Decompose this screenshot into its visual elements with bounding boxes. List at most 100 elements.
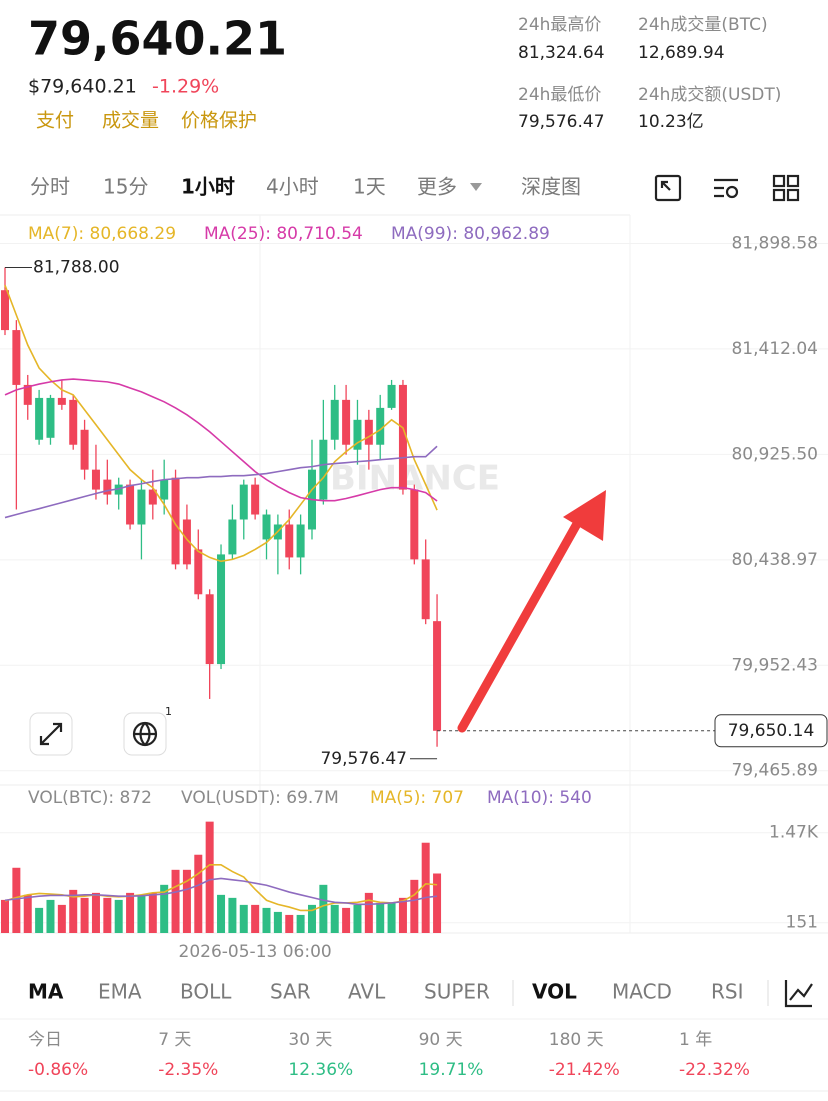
tab[interactable]: 更多 bbox=[417, 175, 457, 199]
period: 1 年 bbox=[679, 1030, 712, 1050]
candle-body bbox=[353, 419, 362, 450]
period-change: 12.36% bbox=[288, 1060, 353, 1080]
candle-body bbox=[46, 397, 55, 438]
candle-body bbox=[103, 479, 112, 495]
performance: 今日 -0.86% 7 天 -2.35% 30 天 12.36% 90 天 19.71% 180… bbox=[28, 1030, 750, 1080]
indicator-tab[interactable]: EMA bbox=[98, 980, 142, 1004]
indicator-tab[interactable]: MA bbox=[28, 980, 64, 1004]
ma-line bbox=[4, 284, 438, 563]
candle-body bbox=[137, 489, 146, 525]
icon-layout[interactable] bbox=[772, 174, 786, 188]
candle-body bbox=[410, 489, 419, 560]
legend-entry: VOL(BTC): 872 bbox=[28, 788, 152, 808]
volume-bar bbox=[410, 879, 419, 933]
volume-bar bbox=[1, 899, 9, 933]
volume-bar bbox=[387, 902, 396, 933]
volume-bar bbox=[364, 892, 373, 933]
low-label: 79,576.47 bbox=[320, 749, 407, 769]
candle-body bbox=[205, 594, 214, 665]
volume-bar bbox=[251, 904, 260, 933]
period: 30 天 bbox=[288, 1030, 332, 1050]
period-change: -22.32% bbox=[679, 1060, 750, 1080]
stat-value: 10.23亿 bbox=[638, 112, 704, 132]
last-price-box bbox=[714, 714, 828, 748]
icon-indicators[interactable] bbox=[784, 980, 813, 1008]
volume-bar bbox=[35, 907, 44, 933]
volume-bar bbox=[205, 821, 214, 933]
volume-bar bbox=[80, 897, 89, 933]
stat-label: 24h成交额(USDT) bbox=[638, 85, 781, 105]
volume-bar bbox=[285, 914, 294, 933]
tag[interactable]: 支付 bbox=[36, 110, 74, 132]
sub-price: $79,640.21 bbox=[28, 76, 137, 98]
tab[interactable]: 分时 bbox=[30, 175, 70, 199]
indicator-tab[interactable]: MACD bbox=[612, 980, 672, 1004]
candle-body bbox=[421, 559, 430, 620]
tab[interactable]: 1小时 bbox=[181, 175, 235, 199]
icon-part bbox=[134, 722, 156, 746]
candle-body bbox=[387, 384, 396, 408]
volume-bar bbox=[307, 904, 316, 933]
y-tick-label: 1.47K bbox=[769, 823, 819, 843]
icon-part bbox=[786, 174, 800, 188]
legend-entry: MA(7): 80,668.29 bbox=[28, 224, 176, 244]
y-tick-label: 81,412.04 bbox=[731, 339, 818, 359]
candle-body bbox=[342, 399, 351, 445]
volume-bar bbox=[194, 854, 203, 933]
arrow-shaft bbox=[457, 517, 583, 733]
tab[interactable]: 4小时 bbox=[266, 175, 319, 199]
candle-body bbox=[433, 621, 442, 731]
volume-bar bbox=[160, 884, 169, 933]
stat-value: 12,689.94 bbox=[638, 43, 725, 63]
volume-bar bbox=[433, 873, 442, 933]
candle-body bbox=[398, 384, 407, 490]
volume-bar bbox=[353, 904, 362, 933]
period: 今日 bbox=[28, 1030, 62, 1050]
candle-body bbox=[160, 479, 169, 500]
tab[interactable]: 深度图 bbox=[521, 175, 581, 199]
stat-label: 24h最低价 bbox=[518, 85, 601, 105]
volume-bar bbox=[376, 902, 385, 933]
stat-value: 81,324.64 bbox=[518, 43, 605, 63]
icon-settings[interactable] bbox=[714, 178, 738, 198]
volume-bar bbox=[57, 904, 66, 933]
indicator-tab[interactable]: SAR bbox=[270, 980, 311, 1004]
candle-body bbox=[228, 519, 237, 555]
change: -1.29% bbox=[152, 76, 219, 98]
tag[interactable]: 价格保护 bbox=[181, 110, 257, 132]
y-tick-label: 80,438.97 bbox=[731, 550, 818, 570]
tag[interactable]: 成交量 bbox=[102, 110, 159, 132]
candle-body bbox=[319, 439, 328, 500]
indicator-tab[interactable]: BOLL bbox=[180, 980, 232, 1004]
volume-bar bbox=[228, 897, 237, 933]
volume-bar bbox=[91, 892, 100, 933]
indicator-tab[interactable]: SUPER bbox=[424, 980, 490, 1004]
ma-line bbox=[4, 863, 438, 912]
indicator-tab[interactable]: AVL bbox=[348, 980, 386, 1004]
volume-bar bbox=[148, 892, 157, 933]
icon-fullscreen[interactable] bbox=[654, 174, 682, 202]
candle-body bbox=[217, 554, 226, 665]
volume-bar bbox=[12, 867, 21, 933]
tabs: 分时 15分 1小时 4小时 1天 更多 深度图 bbox=[30, 175, 581, 199]
tab[interactable]: 1天 bbox=[353, 175, 386, 199]
legend-entry: MA(10): 540 bbox=[487, 788, 592, 808]
x-tick-label: 2026-05-13 06:00 bbox=[179, 942, 332, 962]
tab[interactable]: 15分 bbox=[103, 175, 148, 199]
candle-body bbox=[126, 484, 135, 525]
arrow-head bbox=[563, 490, 606, 541]
ma-line bbox=[4, 445, 438, 519]
y-tick-label: 81,898.58 bbox=[731, 233, 818, 253]
candle-body bbox=[1, 290, 9, 331]
candle-body bbox=[194, 549, 203, 595]
candle-body bbox=[114, 484, 123, 495]
candle-body bbox=[296, 524, 305, 558]
candle-body bbox=[239, 484, 248, 520]
volume-bar bbox=[217, 894, 226, 933]
price: 79,640.21 bbox=[28, 12, 287, 66]
indicator-tab[interactable]: RSI bbox=[711, 980, 744, 1004]
candle-body bbox=[23, 384, 32, 405]
candle-body bbox=[251, 484, 260, 515]
indicator-tab[interactable]: VOL bbox=[532, 980, 577, 1004]
